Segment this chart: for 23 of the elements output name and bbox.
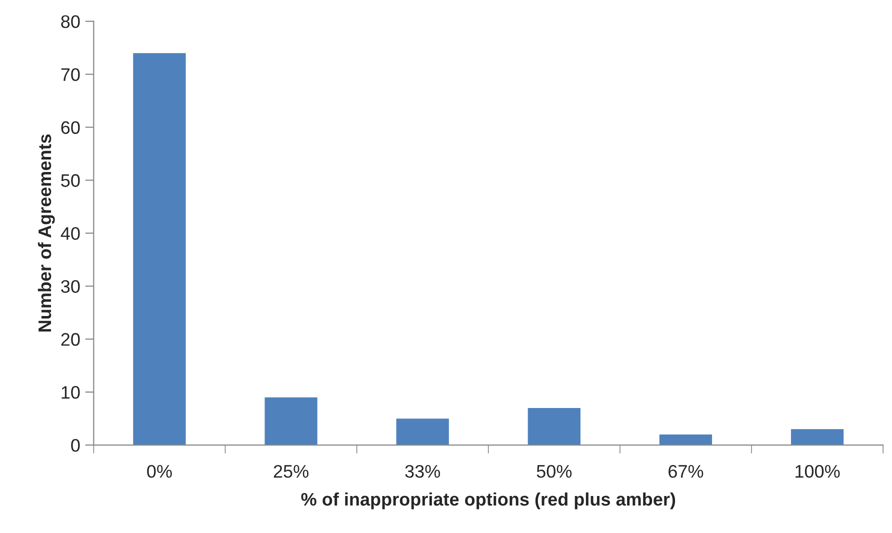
x-tick-label: 0% <box>147 464 172 478</box>
x-tick-label: 67% <box>668 464 704 478</box>
x-tick-label: 25% <box>274 464 308 478</box>
bar <box>133 53 186 446</box>
y-tick-label: 40 <box>60 227 80 240</box>
x-tick-label: 100% <box>796 464 840 478</box>
x-tick-label: 33% <box>405 464 440 478</box>
y-tick-label: 70 <box>61 68 80 82</box>
y-axis-title: Number of Agreements <box>38 134 55 332</box>
bar <box>396 418 449 446</box>
y-tick-label: 0 <box>71 438 80 452</box>
x-axis-title: % of inappropriate options (red plus amber) <box>301 492 676 510</box>
y-tick-label: 60 <box>61 121 80 134</box>
bar <box>659 434 712 446</box>
y-tick-label: 10 <box>62 386 80 399</box>
bar <box>790 429 844 446</box>
y-tick-label: 80 <box>61 15 80 28</box>
bar <box>264 397 318 446</box>
y-tick-label: 30 <box>61 280 80 293</box>
y-tick-label: 50 <box>61 174 80 187</box>
x-tick-label: 50% <box>536 464 572 478</box>
bar <box>528 408 580 446</box>
y-tick-label: 20 <box>61 333 80 346</box>
